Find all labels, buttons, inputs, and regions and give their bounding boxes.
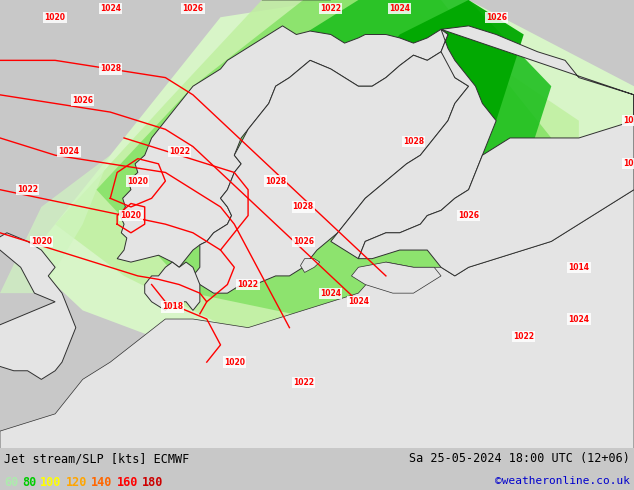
Text: Jet stream/SLP [kts] ECMWF: Jet stream/SLP [kts] ECMWF: [4, 452, 190, 466]
Text: 1026: 1026: [486, 13, 507, 22]
Text: 1028: 1028: [403, 137, 424, 146]
Text: ©weatheronline.co.uk: ©weatheronline.co.uk: [495, 476, 630, 486]
Text: 1026: 1026: [293, 237, 314, 246]
Polygon shape: [0, 190, 634, 448]
Text: 1022: 1022: [623, 159, 634, 169]
Text: 1022: 1022: [514, 332, 534, 341]
Text: 1020: 1020: [623, 116, 634, 125]
Polygon shape: [96, 0, 552, 328]
Text: 1024: 1024: [320, 289, 341, 297]
Text: 1020: 1020: [127, 176, 148, 186]
Polygon shape: [193, 52, 469, 293]
Text: 1020: 1020: [120, 211, 141, 220]
Text: 180: 180: [142, 476, 164, 489]
Polygon shape: [301, 259, 320, 272]
Polygon shape: [276, 0, 552, 224]
Text: 1020: 1020: [31, 237, 52, 246]
Text: 1020: 1020: [224, 358, 245, 367]
Text: 1022: 1022: [17, 185, 38, 194]
Text: 140: 140: [91, 476, 112, 489]
Text: 1018: 1018: [162, 302, 183, 312]
Text: 60: 60: [4, 476, 18, 489]
Text: Sa 25-05-2024 18:00 UTC (12+06): Sa 25-05-2024 18:00 UTC (12+06): [409, 452, 630, 466]
Polygon shape: [27, 0, 634, 362]
Text: 120: 120: [65, 476, 87, 489]
Polygon shape: [117, 26, 448, 267]
Polygon shape: [0, 155, 110, 293]
Polygon shape: [331, 29, 496, 259]
Text: 1024: 1024: [568, 315, 590, 323]
Polygon shape: [145, 262, 200, 310]
Text: 1022: 1022: [238, 280, 259, 289]
Text: 1024: 1024: [348, 297, 369, 306]
Polygon shape: [496, 190, 634, 362]
Text: 1024: 1024: [389, 4, 410, 13]
Text: 1026: 1026: [458, 211, 479, 220]
Text: 1020: 1020: [44, 13, 66, 22]
Text: 1028: 1028: [100, 65, 121, 74]
Text: 100: 100: [40, 476, 61, 489]
Text: 1024: 1024: [58, 147, 79, 156]
Polygon shape: [55, 0, 579, 345]
Text: 1028: 1028: [293, 202, 314, 211]
Polygon shape: [351, 262, 441, 293]
Polygon shape: [0, 233, 76, 379]
Text: 80: 80: [22, 476, 36, 489]
Text: 1022: 1022: [169, 147, 190, 156]
Text: 1028: 1028: [265, 176, 286, 186]
Polygon shape: [358, 26, 634, 276]
Text: 1014: 1014: [568, 263, 590, 272]
Text: 1024: 1024: [100, 4, 120, 13]
Text: 1022: 1022: [320, 4, 341, 13]
Polygon shape: [358, 0, 524, 172]
Text: 1022: 1022: [293, 378, 314, 387]
Text: 160: 160: [117, 476, 138, 489]
Text: 1026: 1026: [183, 4, 204, 13]
Text: 1026: 1026: [72, 96, 93, 104]
